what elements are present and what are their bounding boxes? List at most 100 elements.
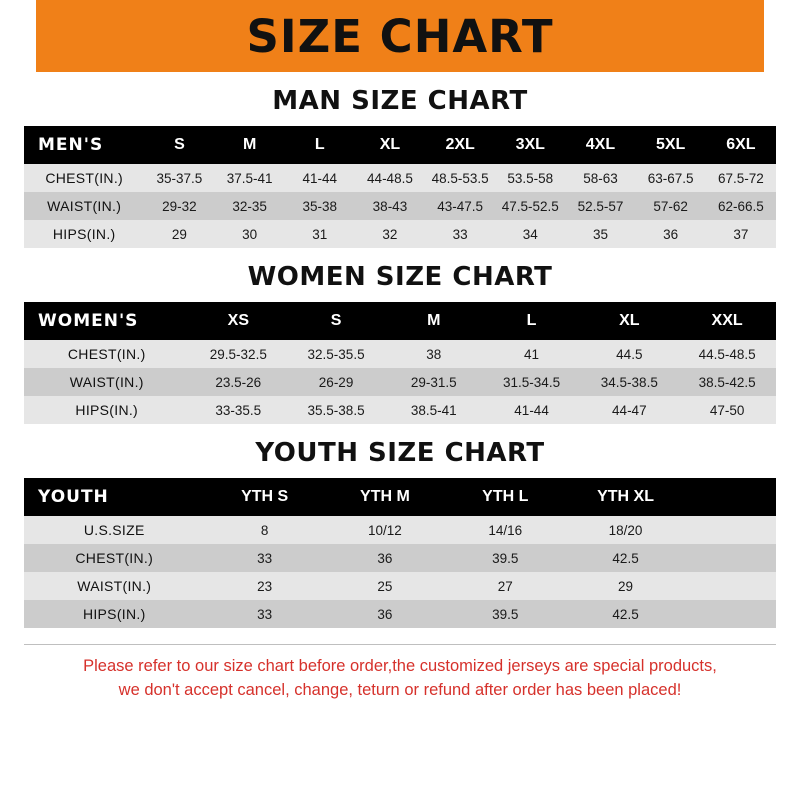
col-header-l: L	[284, 126, 355, 164]
col-header-m: M	[214, 126, 285, 164]
cell-spacer	[685, 544, 776, 572]
cell: 18/20	[565, 516, 686, 544]
table-youth-head: YOUTH YTH S YTH M YTH L YTH XL	[24, 478, 776, 516]
cell: 37	[705, 220, 776, 248]
cell: 35-38	[284, 192, 355, 220]
cell: 33	[204, 600, 325, 628]
cell: 29.5-32.5	[189, 340, 288, 368]
header-banner: SIZE CHART	[0, 0, 800, 72]
footer-note-line-1: Please refer to our size chart before or…	[83, 657, 717, 675]
cell: 41	[482, 340, 581, 368]
cell: 52.5-57	[565, 192, 636, 220]
col-header-5xl: 5XL	[635, 126, 706, 164]
cell: 37.5-41	[214, 164, 285, 192]
cell: 39.5	[445, 544, 566, 572]
col-header-xs: XS	[189, 302, 288, 340]
table-women: WOMEN'S XS S M L XL XXL CHEST(IN.) 29.5-…	[24, 302, 776, 424]
col-header-4xl: 4XL	[565, 126, 636, 164]
table-row: CHEST(IN.) 29.5-32.5 32.5-35.5 38 41 44.…	[24, 340, 776, 368]
cell: 53.5-58	[495, 164, 566, 192]
section-women: WOMEN SIZE CHART WOMEN'S XS S M L XL XXL	[24, 262, 776, 424]
col-header-m: M	[384, 302, 483, 340]
cell-spacer	[685, 516, 776, 544]
col-header-yth-xl: YTH XL	[565, 478, 686, 516]
row-label-hips: HIPS(IN.)	[24, 600, 205, 628]
cell: 47-50	[678, 396, 776, 424]
cell: 25	[324, 572, 446, 600]
cell: 41-44	[284, 164, 355, 192]
cell: 33-35.5	[189, 396, 288, 424]
row-label-hips: HIPS(IN.)	[24, 220, 145, 248]
row-label-chest: CHEST(IN.)	[24, 340, 190, 368]
col-header-3xl: 3XL	[495, 126, 566, 164]
table-row: WAIST(IN.) 29-32 32-35 35-38 38-43 43-47…	[24, 192, 776, 220]
row-label-waist: WAIST(IN.)	[24, 192, 145, 220]
cell: 32.5-35.5	[287, 340, 385, 368]
cell: 47.5-52.5	[495, 192, 566, 220]
content-area: MAN SIZE CHART MEN'S S M L XL 2XL 3XL	[0, 86, 800, 703]
row-label-us-size: U.S.SIZE	[24, 516, 205, 544]
cell: 44-47	[580, 396, 679, 424]
col-header-spacer	[685, 478, 776, 516]
cell: 57-62	[635, 192, 706, 220]
cell: 33	[204, 544, 325, 572]
cell: 38.5-41	[384, 396, 483, 424]
cell: 31	[284, 220, 355, 248]
table-row: HIPS(IN.) 29 30 31 32 33 34 35 36 37	[24, 220, 776, 248]
table-women-corner-label: WOMEN'S	[24, 302, 190, 340]
cell: 44-48.5	[354, 164, 426, 192]
table-row: U.S.SIZE 8 10/12 14/16 18/20	[24, 516, 776, 544]
cell: 62-66.5	[705, 192, 776, 220]
cell-spacer	[685, 572, 776, 600]
col-header-xl: XL	[354, 126, 426, 164]
cell: 29-31.5	[384, 368, 483, 396]
page-title: SIZE CHART	[246, 9, 554, 63]
cell: 48.5-53.5	[425, 164, 496, 192]
cell: 39.5	[445, 600, 566, 628]
cell: 36	[635, 220, 706, 248]
col-header-2xl: 2XL	[425, 126, 496, 164]
cell: 30	[214, 220, 285, 248]
cell: 34.5-38.5	[580, 368, 679, 396]
col-header-yth-l: YTH L	[445, 478, 566, 516]
footer-note: Please refer to our size chart before or…	[24, 644, 776, 703]
table-header-row: WOMEN'S XS S M L XL XXL	[24, 302, 776, 340]
cell: 36	[324, 600, 446, 628]
cell: 63-67.5	[635, 164, 706, 192]
cell: 38.5-42.5	[678, 368, 776, 396]
cell: 31.5-34.5	[482, 368, 581, 396]
cell: 32-35	[214, 192, 285, 220]
section-man: MAN SIZE CHART MEN'S S M L XL 2XL 3XL	[24, 86, 776, 248]
table-row: HIPS(IN.) 33-35.5 35.5-38.5 38.5-41 41-4…	[24, 396, 776, 424]
col-header-xl: XL	[580, 302, 679, 340]
cell: 67.5-72	[705, 164, 776, 192]
cell: 35-37.5	[144, 164, 215, 192]
row-label-waist: WAIST(IN.)	[24, 368, 190, 396]
cell: 35	[565, 220, 636, 248]
col-header-l: L	[482, 302, 581, 340]
table-man-corner-label: MEN'S	[24, 126, 145, 164]
cell: 44.5	[580, 340, 679, 368]
cell: 43-47.5	[425, 192, 496, 220]
cell: 14/16	[445, 516, 566, 544]
table-row: CHEST(IN.) 35-37.5 37.5-41 41-44 44-48.5…	[24, 164, 776, 192]
table-man: MEN'S S M L XL 2XL 3XL 4XL 5XL 6XL CHEST	[24, 126, 776, 248]
cell: 26-29	[287, 368, 385, 396]
cell: 35.5-38.5	[287, 396, 385, 424]
cell: 8	[204, 516, 325, 544]
table-man-head: MEN'S S M L XL 2XL 3XL 4XL 5XL 6XL	[24, 126, 776, 164]
cell-spacer	[685, 600, 776, 628]
cell: 23.5-26	[189, 368, 288, 396]
cell: 29	[144, 220, 215, 248]
section-title-man: MAN SIZE CHART	[272, 86, 528, 116]
table-man-body: CHEST(IN.) 35-37.5 37.5-41 41-44 44-48.5…	[24, 164, 776, 248]
table-header-row: MEN'S S M L XL 2XL 3XL 4XL 5XL 6XL	[24, 126, 776, 164]
section-youth: YOUTH SIZE CHART YOUTH YTH S YTH M YTH L…	[24, 438, 776, 628]
col-header-s: S	[144, 126, 215, 164]
cell: 41-44	[482, 396, 581, 424]
cell: 36	[324, 544, 446, 572]
cell: 27	[445, 572, 566, 600]
table-row: HIPS(IN.) 33 36 39.5 42.5	[24, 600, 776, 628]
cell: 29-32	[144, 192, 215, 220]
